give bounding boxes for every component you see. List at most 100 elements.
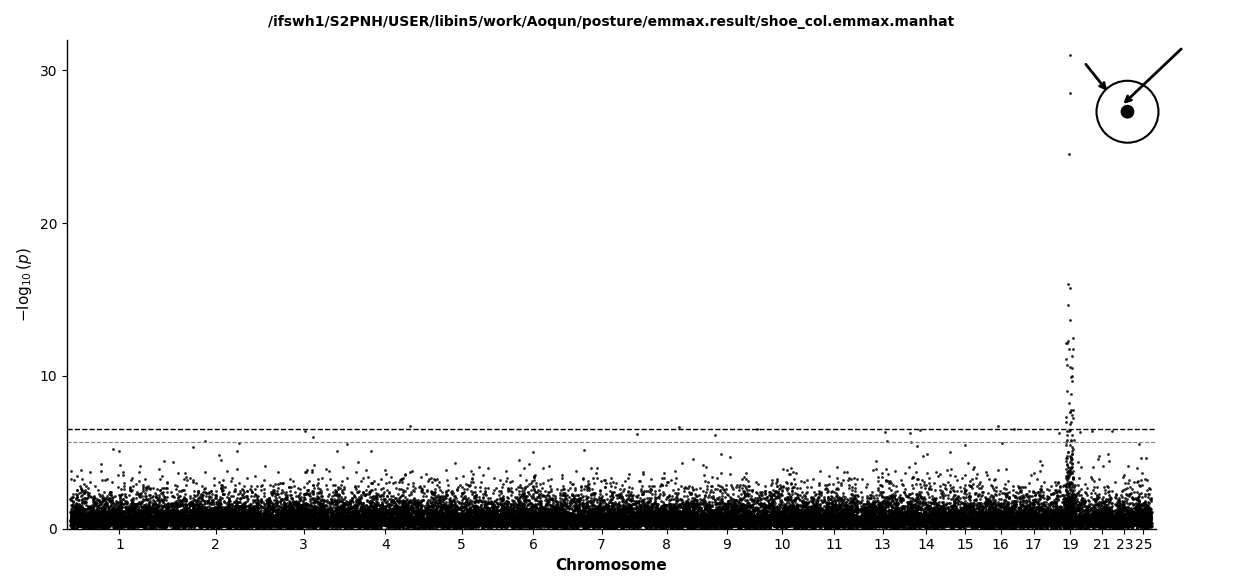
- Point: [979, 503, 999, 512]
- Point: [861, 511, 881, 520]
- Point: [997, 507, 1017, 517]
- Point: [615, 506, 634, 515]
- Point: [297, 513, 317, 523]
- Point: [800, 513, 820, 523]
- Point: [565, 514, 585, 523]
- Point: [895, 516, 914, 525]
- Point: [62, 513, 82, 522]
- Point: [859, 501, 878, 510]
- Point: [955, 516, 975, 525]
- Point: [125, 518, 145, 527]
- Point: [961, 509, 981, 518]
- Point: [131, 508, 151, 517]
- Point: [124, 513, 144, 523]
- Point: [261, 513, 281, 523]
- Point: [990, 512, 1010, 521]
- Point: [955, 513, 975, 523]
- Point: [1100, 512, 1120, 522]
- Point: [99, 502, 119, 512]
- Point: [1119, 462, 1139, 471]
- Point: [88, 515, 108, 524]
- Point: [512, 514, 532, 524]
- Point: [150, 514, 170, 524]
- Point: [987, 520, 1007, 529]
- Point: [128, 519, 147, 529]
- Point: [821, 494, 841, 503]
- Point: [851, 510, 871, 520]
- Point: [294, 514, 313, 523]
- Point: [1044, 520, 1064, 529]
- Point: [996, 511, 1016, 520]
- Point: [896, 518, 916, 527]
- Point: [141, 517, 161, 527]
- Point: [563, 520, 582, 529]
- Point: [864, 522, 883, 531]
- Point: [1095, 520, 1115, 530]
- Point: [540, 520, 560, 530]
- Point: [985, 517, 1005, 527]
- Point: [104, 509, 124, 519]
- Point: [223, 513, 243, 522]
- Point: [393, 505, 413, 514]
- Point: [726, 513, 746, 522]
- Point: [286, 520, 306, 530]
- Point: [475, 496, 494, 506]
- Point: [1088, 523, 1108, 532]
- Point: [97, 513, 116, 522]
- Point: [1036, 507, 1056, 516]
- Point: [245, 512, 265, 521]
- Point: [608, 506, 628, 516]
- Point: [473, 519, 493, 528]
- Point: [362, 519, 382, 529]
- Point: [384, 516, 404, 525]
- Point: [1053, 507, 1073, 517]
- Point: [183, 514, 203, 524]
- Point: [611, 513, 631, 522]
- Point: [787, 513, 807, 523]
- Point: [427, 509, 447, 518]
- Point: [774, 520, 794, 529]
- Point: [803, 511, 823, 520]
- Point: [299, 520, 318, 530]
- Point: [873, 506, 893, 516]
- Point: [313, 517, 333, 527]
- Point: [99, 513, 119, 522]
- Point: [232, 515, 252, 524]
- Point: [737, 517, 757, 526]
- Point: [872, 515, 892, 524]
- Point: [1009, 521, 1028, 530]
- Point: [902, 519, 922, 528]
- Point: [192, 518, 212, 527]
- Point: [1001, 516, 1021, 526]
- Point: [731, 489, 751, 499]
- Point: [606, 519, 626, 529]
- Point: [1072, 517, 1092, 527]
- Point: [602, 514, 622, 524]
- Point: [99, 513, 119, 522]
- Point: [672, 513, 691, 522]
- Point: [704, 512, 724, 521]
- Point: [461, 516, 481, 526]
- Point: [985, 511, 1005, 520]
- Point: [877, 513, 897, 522]
- Point: [429, 517, 449, 527]
- Point: [202, 508, 222, 517]
- Point: [1095, 513, 1115, 523]
- Point: [628, 496, 648, 506]
- Point: [309, 509, 328, 518]
- Point: [145, 497, 165, 506]
- Point: [496, 510, 515, 519]
- Point: [180, 500, 199, 509]
- Point: [228, 515, 248, 524]
- Point: [852, 503, 872, 513]
- Point: [699, 508, 719, 517]
- Point: [1082, 472, 1101, 482]
- Point: [752, 520, 772, 529]
- Point: [527, 521, 546, 530]
- Point: [714, 519, 733, 528]
- Point: [871, 510, 891, 520]
- Point: [543, 522, 563, 531]
- Point: [404, 496, 424, 506]
- Point: [1016, 518, 1036, 527]
- Point: [1097, 517, 1116, 526]
